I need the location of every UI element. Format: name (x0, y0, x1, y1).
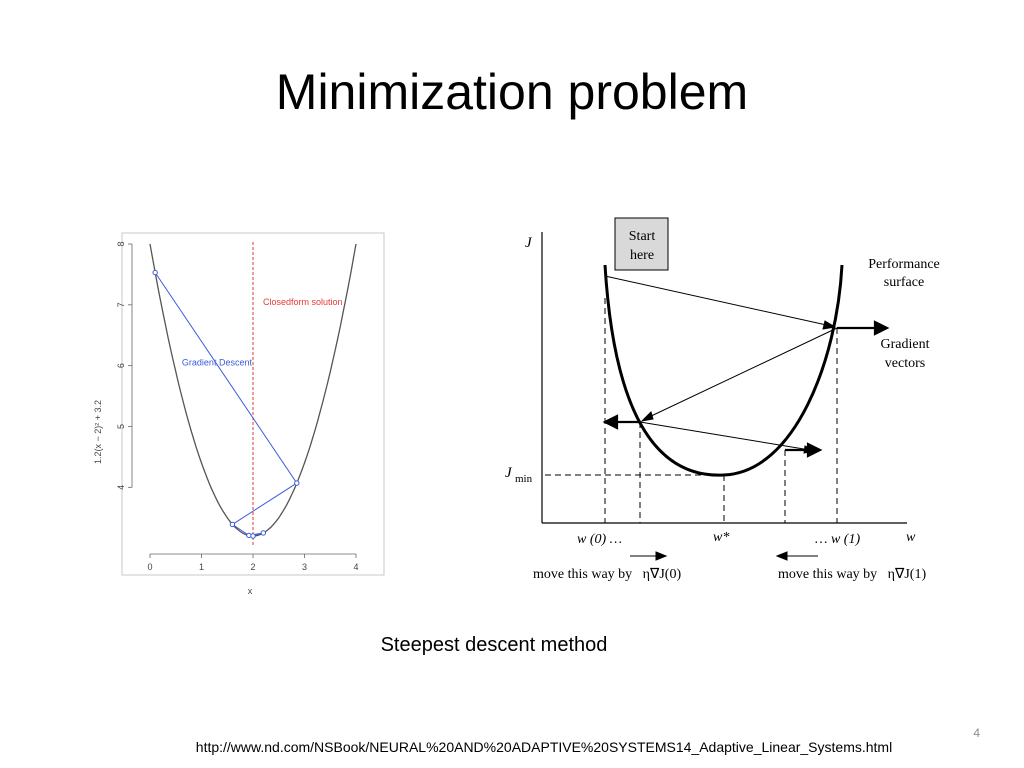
steepest-descent-diagram: J w Start here Performance surface Gradi… (505, 217, 940, 582)
x-tick-label: 4 (353, 562, 358, 572)
dashed-guides (545, 298, 838, 523)
gradient-descent-chart: 0 1 2 3 4 4 5 6 7 8 Closedform solution Gradient … (93, 232, 385, 596)
x-tick-label: 0 (147, 562, 152, 572)
step-arrow-2-head (640, 411, 654, 422)
y-tick-label: 4 (116, 485, 126, 490)
page-number: 4 (973, 726, 980, 740)
w1-label: … w (1) (815, 532, 860, 547)
gradient-descent-label: Gradient Descent (182, 358, 253, 368)
jmin-label: J (505, 465, 513, 481)
move-right-text: move this way by η∇J(1) (778, 567, 926, 582)
x-tick-label: 1 (199, 562, 204, 572)
w-axis-label: w (906, 530, 916, 545)
y-tick-label: 7 (116, 302, 126, 307)
move-right-arrow-head (655, 551, 668, 561)
performance-label-2: surface (884, 275, 924, 290)
gradient-vectors (602, 320, 890, 458)
here-label: here (630, 248, 654, 263)
x-axis-label: x (248, 586, 253, 596)
descent-point (260, 530, 267, 536)
figure-caption: Steepest descent method (380, 634, 608, 656)
step-arrow-3 (639, 421, 811, 451)
descent-point (250, 533, 256, 539)
y-axis-label: 1.2(x − 2)² + 3.2 (93, 400, 103, 464)
descent-point (229, 521, 236, 528)
closedform-label: Closedform solution (263, 297, 343, 307)
slide-title: Minimization problem (275, 64, 749, 120)
wstar-label: w* (713, 530, 729, 545)
move-arrows (630, 551, 818, 561)
j-axis-label: J (525, 235, 533, 251)
gradient-vector-1-head (873, 320, 890, 336)
descent-point (294, 480, 300, 486)
footer-url: http://www.nd.com/NSBook/NEURAL%20AND%20… (195, 739, 893, 755)
y-tick-label: 6 (116, 363, 126, 368)
step-arrow-1-head (822, 320, 837, 330)
y-tick-label: 8 (116, 241, 126, 246)
w0-label: w (0) … (577, 532, 622, 547)
start-box (614, 217, 669, 271)
jmin-subscript: min (515, 473, 533, 485)
step-arrow-2 (646, 327, 838, 419)
gradient-label-1: Gradient (881, 337, 930, 352)
move-left-text: move this way by η∇J(0) (533, 567, 681, 582)
gradient-vector-2-head (602, 414, 619, 430)
step-arrow-1 (604, 275, 832, 327)
y-tick-label: 5 (116, 424, 126, 429)
x-tick-label: 2 (250, 562, 255, 572)
gradient-vector-3-head (806, 442, 823, 458)
performance-surface (603, 264, 844, 477)
move-left-arrow-head (775, 551, 788, 561)
x-tick-label: 3 (302, 562, 307, 572)
start-label: Start (629, 229, 656, 244)
performance-label-1: Performance (868, 257, 940, 272)
gradient-label-2: vectors (885, 356, 925, 371)
descent-point (152, 269, 158, 276)
